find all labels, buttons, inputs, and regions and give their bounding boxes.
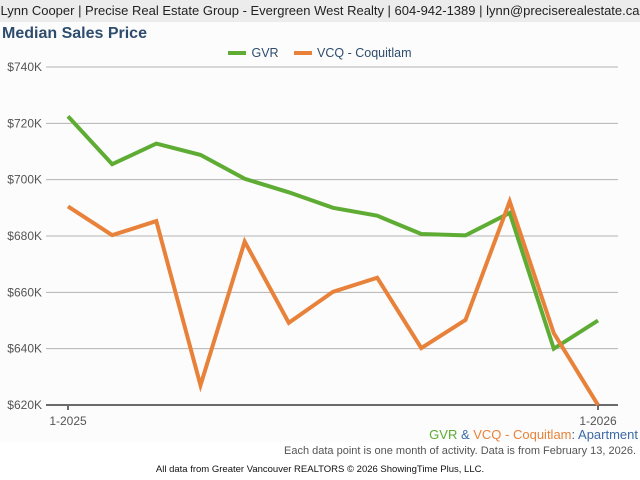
y-tick-label: $640K — [7, 342, 42, 356]
legend-item-gvr[interactable]: GVR — [228, 46, 279, 60]
subtitle-category: Apartment — [575, 427, 638, 442]
y-tick-label: $740K — [7, 60, 42, 74]
subtitle-vcq: VCQ - Coquitlam — [473, 427, 572, 442]
y-tick-label: $720K — [7, 116, 42, 130]
contact-header: Lynn Cooper | Precise Real Estate Group … — [0, 0, 640, 22]
x-tick-label: 1-2025 — [49, 414, 87, 428]
chart-title: Median Sales Price — [2, 25, 147, 42]
subtitle-colon: : — [571, 427, 576, 442]
legend-label-vcq: VCQ - Coquitlam — [317, 46, 412, 60]
chart-subtitle: GVR & VCQ - Coquitlam: Apartment — [429, 427, 638, 442]
y-tick-label: $660K — [7, 285, 42, 299]
contact-line: Lynn Cooper | Precise Real Estate Group … — [0, 3, 640, 18]
x-tick-label: 1-2026 — [579, 414, 617, 428]
y-tick-label: $700K — [7, 173, 42, 187]
chart-legend: GVR VCQ - Coquitlam — [0, 44, 640, 60]
legend-label-gvr: GVR — [251, 46, 279, 60]
series-line-vcq — [66, 195, 600, 407]
legend-swatch-vcq — [294, 51, 313, 55]
y-tick-label: $620K — [7, 398, 42, 412]
subtitle-gvr: GVR — [429, 427, 458, 442]
legend-item-vcq[interactable]: VCQ - Coquitlam — [294, 46, 412, 60]
y-tick-label: $680K — [7, 229, 42, 243]
legend-swatch-gvr — [228, 51, 247, 55]
data-note: Each data point is one month of activity… — [284, 445, 636, 457]
data-credits: All data from Greater Vancouver REALTORS… — [155, 464, 485, 475]
subtitle-amp: & — [457, 427, 474, 442]
